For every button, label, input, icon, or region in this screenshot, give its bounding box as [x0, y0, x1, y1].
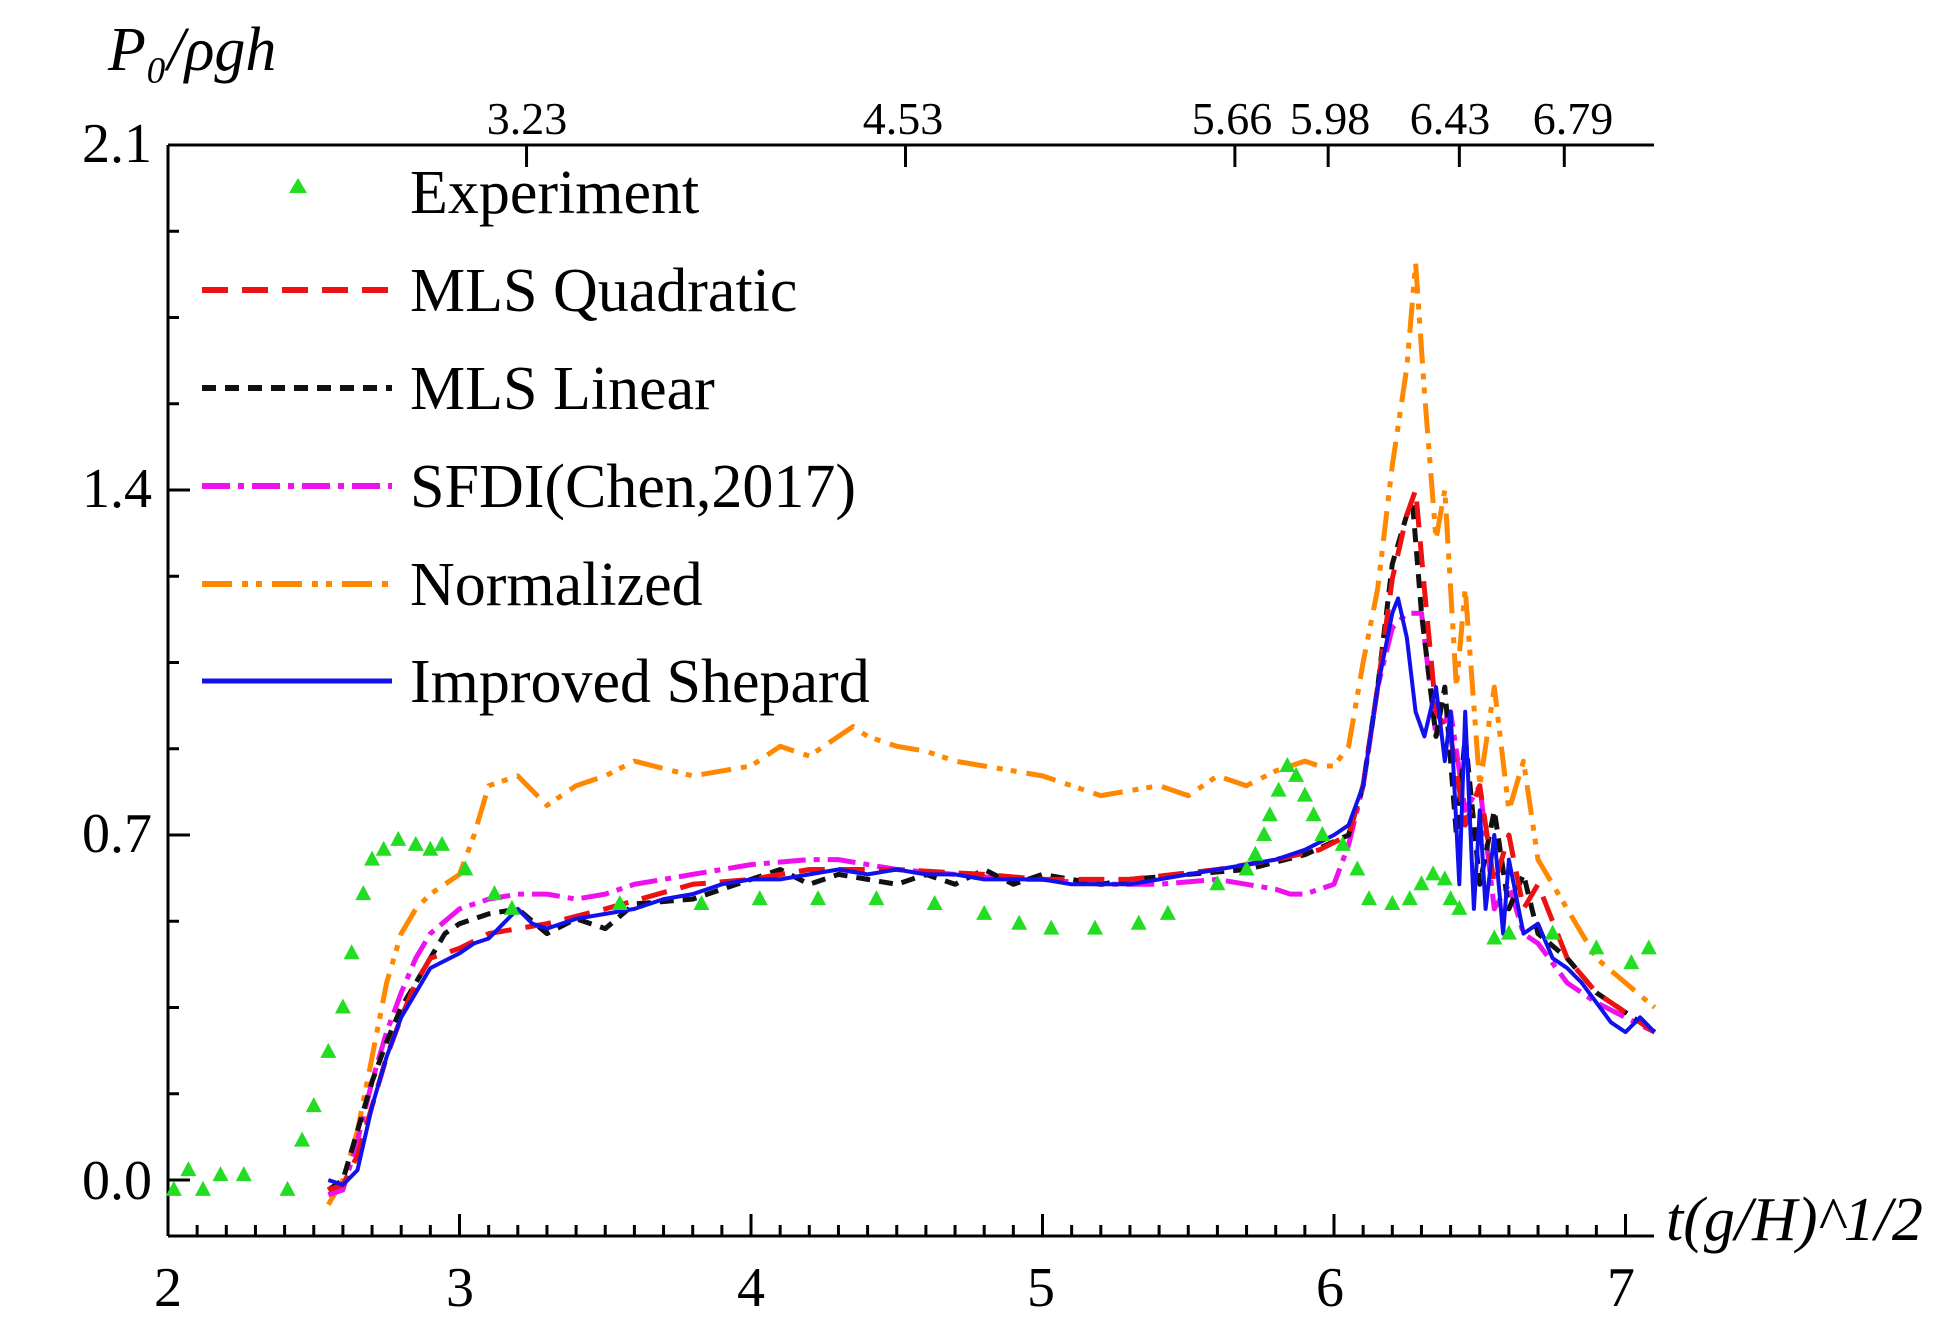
legend-label: SFDI(Chen,2017) — [410, 453, 856, 521]
experiment-point — [1305, 806, 1322, 822]
experiment-point — [1261, 806, 1278, 822]
experiment-point — [294, 1131, 311, 1147]
experiment-point — [1256, 826, 1273, 841]
experiment-point — [1314, 826, 1331, 841]
experiment-point — [1413, 875, 1430, 891]
legend-marker-experiment — [289, 178, 307, 193]
experiment-point — [279, 1180, 296, 1196]
legend-label: MLS Quadratic — [410, 257, 797, 325]
experiment-point — [1334, 835, 1351, 851]
experiment-point — [1130, 914, 1147, 930]
experiment-point — [868, 890, 885, 906]
experiment-point — [1588, 939, 1605, 955]
experiment-markers — [165, 757, 1657, 1196]
experiment-point — [1500, 924, 1517, 940]
top-tick-label: 6.43 — [1410, 93, 1491, 144]
experiment-point — [355, 885, 372, 901]
experiment-point — [926, 895, 943, 910]
experiment-point — [343, 944, 360, 960]
experiment-point — [1360, 890, 1377, 906]
y-axis-title: P₀/ρgh — [107, 16, 276, 84]
experiment-point — [1623, 954, 1640, 970]
experiment-point — [693, 895, 710, 910]
experiment-point — [334, 998, 351, 1014]
experiment-point — [1043, 919, 1060, 935]
experiment-point — [1159, 904, 1176, 920]
experiment-point — [390, 830, 407, 846]
experiment-point — [194, 1180, 211, 1196]
experiment-point — [320, 1042, 337, 1058]
legend-label: Experiment — [410, 159, 699, 227]
top-tick-label: 6.79 — [1533, 93, 1614, 144]
top-tick-label: 3.23 — [487, 93, 568, 144]
x-tick-label: 6 — [1316, 1257, 1344, 1319]
experiment-point — [212, 1166, 229, 1182]
legend-label: Improved Shepard — [410, 648, 870, 716]
experiment-point — [1436, 870, 1453, 886]
x-tick-label: 4 — [737, 1257, 765, 1319]
tick-marks — [166, 143, 1627, 1236]
y-tick-label: 2.1 — [82, 113, 152, 175]
y-tick-label: 0.7 — [82, 803, 152, 865]
top-tick-label: 5.98 — [1290, 93, 1371, 144]
experiment-point — [1296, 786, 1313, 802]
series-line-normalized — [326, 260, 1657, 1206]
experiment-point — [751, 890, 768, 906]
experiment-point — [180, 1161, 197, 1177]
experiment-point — [1288, 766, 1305, 782]
x-tick-label: 7 — [1607, 1257, 1635, 1319]
legend: Experiment MLS Quadratic MLS Linear SFDI… — [202, 159, 870, 716]
experiment-point — [364, 850, 381, 866]
experiment-point — [1279, 757, 1296, 772]
experiment-point — [810, 890, 827, 906]
experiment-point — [1238, 860, 1255, 876]
experiment-point — [1209, 875, 1226, 891]
legend-label: MLS Linear — [410, 355, 715, 423]
experiment-point — [407, 835, 424, 851]
experiment-point — [235, 1166, 252, 1182]
x-tick-label: 3 — [446, 1257, 474, 1319]
experiment-point — [1384, 895, 1401, 910]
experiment-point — [486, 885, 503, 901]
experiment-point — [1451, 899, 1468, 915]
experiment-point — [375, 840, 392, 856]
experiment-point — [165, 1180, 182, 1196]
experiment-point — [1011, 914, 1028, 930]
experiment-point — [434, 835, 451, 851]
experiment-point — [457, 860, 474, 876]
legend-label: Normalized — [410, 551, 703, 619]
experiment-point — [1425, 865, 1442, 881]
experiment-point — [976, 904, 993, 920]
x-tick-label: 5 — [1027, 1257, 1055, 1319]
experiment-point — [422, 840, 439, 856]
experiment-point — [305, 1097, 322, 1113]
experiment-point — [611, 895, 628, 910]
experiment-point — [1401, 890, 1418, 906]
x-axis-title: t(g/H)^1/2 — [1666, 1186, 1923, 1254]
experiment-point — [503, 899, 520, 915]
experiment-point — [1544, 924, 1561, 940]
experiment-point — [1247, 845, 1264, 861]
top-tick-label: 5.66 — [1192, 93, 1273, 144]
experiment-point — [1349, 860, 1366, 876]
experiment-point — [1270, 781, 1287, 797]
experiment-point — [1442, 890, 1459, 906]
y-tick-label: 0.0 — [82, 1150, 152, 1212]
y-tick-label: 1.4 — [82, 458, 152, 520]
top-tick-label: 4.53 — [863, 93, 944, 144]
experiment-point — [1640, 939, 1657, 955]
experiment-point — [1086, 919, 1103, 935]
experiment-point — [1486, 929, 1503, 945]
x-tick-label: 2 — [154, 1257, 182, 1319]
